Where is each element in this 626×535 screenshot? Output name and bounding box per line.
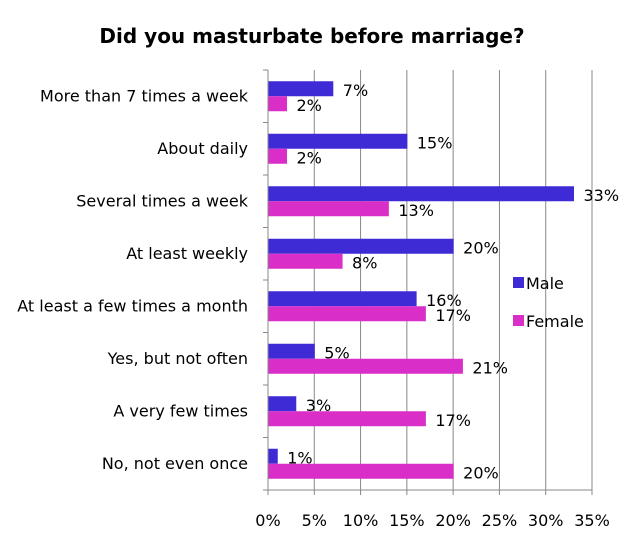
- x-tick-label: 25%: [482, 511, 518, 530]
- bars: [268, 81, 574, 479]
- bar-male: [268, 291, 417, 307]
- bar-female: [268, 358, 463, 374]
- category-label: No, not even once: [102, 454, 248, 473]
- data-label-female: 8%: [352, 253, 377, 272]
- legend-label-female: Female: [526, 312, 584, 331]
- category-label: A very few times: [113, 401, 248, 420]
- data-label-male: 1%: [287, 448, 312, 467]
- category-label: At least a few times a month: [17, 296, 248, 315]
- bar-male: [268, 81, 334, 97]
- bar-male: [268, 186, 574, 202]
- x-tick-label: 5%: [302, 511, 327, 530]
- bar-female: [268, 463, 454, 479]
- bar-female: [268, 306, 426, 322]
- data-label-female: 2%: [297, 96, 322, 115]
- bar-male: [268, 448, 278, 464]
- data-label-male: 20%: [463, 238, 499, 257]
- x-tick-label: 35%: [574, 511, 610, 530]
- data-label-male: 7%: [343, 81, 368, 100]
- bar-female: [268, 148, 288, 164]
- legend-swatch-male: [513, 277, 524, 288]
- data-label-male: 33%: [583, 186, 619, 205]
- data-label-female: 13%: [398, 201, 434, 220]
- data-label-female: 20%: [463, 463, 499, 482]
- legend-label-male: Male: [526, 274, 564, 293]
- bar-male: [268, 133, 408, 149]
- x-tick-label: 0%: [255, 511, 280, 530]
- bar-female: [268, 253, 343, 269]
- tick-labels: 0% 5% 10% 15% 20% 25% 30% 35%: [255, 511, 609, 530]
- category-label: Several times a week: [76, 191, 248, 210]
- category-labels: More than 7 times a week About daily Sever…: [17, 86, 248, 473]
- bar-male: [268, 238, 454, 254]
- bar-female: [268, 96, 288, 112]
- category-label: Yes, but not often: [107, 349, 248, 368]
- data-label-female: 17%: [435, 306, 471, 325]
- data-label-female: 17%: [435, 411, 471, 430]
- data-label-male: 15%: [417, 133, 453, 152]
- bar-female: [268, 201, 389, 217]
- category-label: More than 7 times a week: [40, 86, 249, 105]
- data-label-male: 3%: [306, 396, 331, 415]
- legend: Male Female: [513, 274, 584, 331]
- x-tick-label: 15%: [389, 511, 425, 530]
- legend-swatch-female: [513, 315, 524, 326]
- axes: [263, 69, 593, 495]
- chart-title: Did you masturbate before marriage?: [99, 24, 524, 48]
- bar-male: [268, 396, 297, 412]
- x-tick-label: 30%: [528, 511, 564, 530]
- category-label: At least weekly: [126, 244, 248, 263]
- bar-male: [268, 343, 315, 359]
- data-labels: 7%2%15%2%33%13%20%8%16%17%5%21%3%17%1%20…: [287, 81, 619, 483]
- category-label: About daily: [157, 139, 248, 158]
- data-label-male: 16%: [426, 291, 462, 310]
- data-label-female: 2%: [297, 148, 322, 167]
- bar-female: [268, 411, 426, 427]
- data-label-female: 21%: [472, 358, 508, 377]
- data-label-male: 5%: [324, 343, 349, 362]
- x-tick-label: 20%: [435, 511, 471, 530]
- x-tick-label: 10%: [343, 511, 379, 530]
